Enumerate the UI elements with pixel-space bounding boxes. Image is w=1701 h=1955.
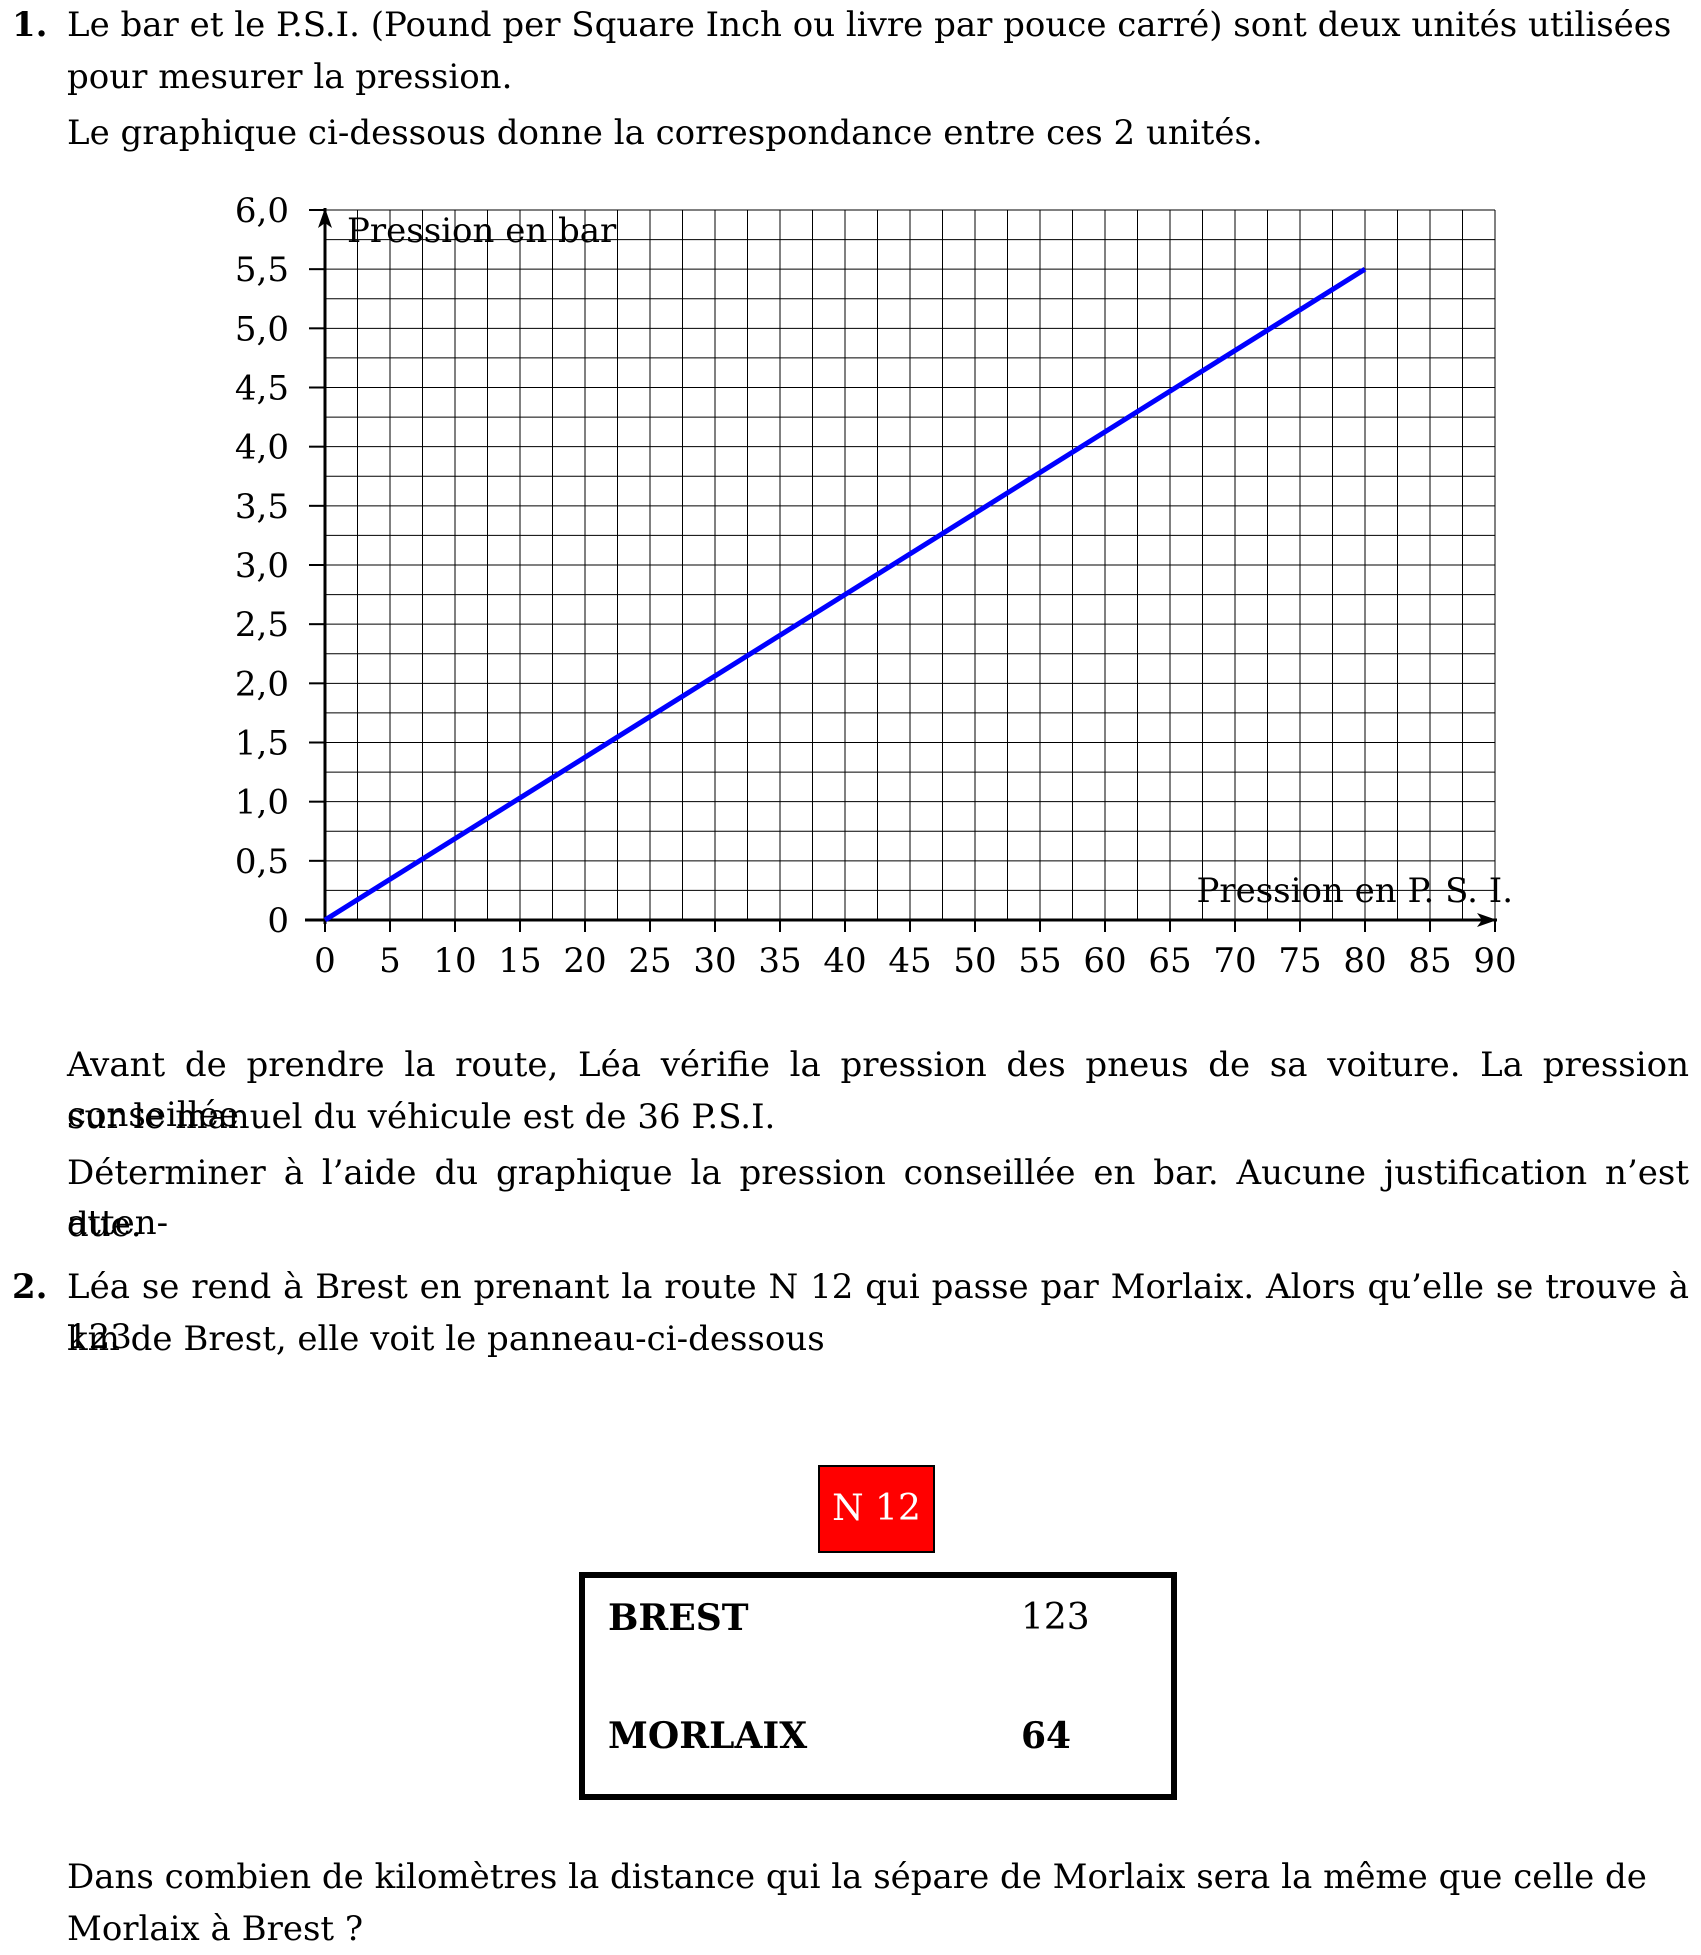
question2-line1: Léa se rend à Brest en prenant la route … bbox=[67, 1267, 1689, 1357]
x-tick-label: 40 bbox=[823, 941, 866, 981]
x-tick-label: 70 bbox=[1213, 941, 1256, 981]
x-tick-label: 80 bbox=[1343, 941, 1386, 981]
x-tick-label: 20 bbox=[563, 941, 606, 981]
y-tick-label: 0,5 bbox=[235, 842, 289, 882]
y-tick-label: 1,0 bbox=[235, 783, 289, 823]
question1-intro-line1: Le bar et le P.S.I. (Pound per Square In… bbox=[67, 5, 1672, 45]
x-tick-label: 85 bbox=[1408, 941, 1451, 981]
y-tick-label: 0 bbox=[267, 901, 289, 941]
pressure-chart: 0 5 10 15 20 25 30 35 40 45 50 55 60 65 70 75 80 85 90 0 0,5… bbox=[235, 191, 1517, 981]
y-tick-label: 3,0 bbox=[235, 546, 289, 586]
question2-question-line1: Dans combien de kilomètres la distance q… bbox=[67, 1857, 1647, 1897]
x-tick-label: 35 bbox=[758, 941, 801, 981]
x-tick-label: 55 bbox=[1018, 941, 1061, 981]
y-tick-label: 3,5 bbox=[235, 487, 289, 527]
y-tick-label: 5,5 bbox=[235, 250, 289, 290]
series-line-bar-vs-psi bbox=[323, 267, 1367, 923]
x-tick-label: 60 bbox=[1083, 941, 1126, 981]
chart-series bbox=[323, 267, 1367, 923]
x-axis-arrow bbox=[1477, 913, 1497, 927]
question2-question-line2: Morlaix à Brest ? bbox=[67, 1909, 364, 1949]
x-tick-label: 90 bbox=[1473, 941, 1516, 981]
question-number-2: 2. bbox=[12, 1267, 48, 1307]
question1-intro-line3: Le graphique ci-dessous donne la corresp… bbox=[67, 113, 1263, 153]
y-axis-label: Pression en bar bbox=[347, 211, 617, 251]
x-axis-label: Pression en P. S. I. bbox=[1196, 871, 1513, 911]
question-number-1: 1. bbox=[12, 5, 48, 45]
x-tick-label: 50 bbox=[953, 941, 996, 981]
y-tick-label: 6,0 bbox=[235, 191, 289, 231]
y-tick-label: 1,5 bbox=[235, 724, 289, 764]
y-tick-label: 4,0 bbox=[235, 428, 289, 468]
x-tick-label: 30 bbox=[693, 941, 736, 981]
x-tick-label: 25 bbox=[628, 941, 671, 981]
y-axis-arrow bbox=[318, 208, 332, 228]
question1-context-line1: Avant de prendre la route, Léa vérifie l… bbox=[67, 1045, 1689, 1135]
chart-grid bbox=[324, 209, 1496, 921]
question1-task-line1: Déterminer à l’aide du graphique la pres… bbox=[67, 1153, 1689, 1243]
y-tick-label: 2,0 bbox=[235, 664, 289, 704]
question1-task-line2: due. bbox=[67, 1205, 142, 1245]
chart-ticks: 0 5 10 15 20 25 30 35 40 45 50 55 60 65 70 75 80 85 90 0 0,5… bbox=[235, 191, 1517, 981]
y-tick-label: 2,5 bbox=[235, 605, 289, 645]
direction-sign-panel: BREST 123 MORLAIX 64 bbox=[579, 1572, 1177, 1800]
sign-city-brest: BREST bbox=[608, 1597, 749, 1639]
x-tick-label: 45 bbox=[888, 941, 931, 981]
x-tick-label: 0 bbox=[314, 941, 336, 981]
x-tick-label: 5 bbox=[379, 941, 401, 981]
question1-context-line2: sur le manuel du véhicule est de 36 P.S.… bbox=[67, 1097, 776, 1137]
y-tick-label: 4,5 bbox=[235, 369, 289, 409]
x-tick-label: 65 bbox=[1148, 941, 1191, 981]
x-tick-label: 75 bbox=[1278, 941, 1321, 981]
sign-distance-morlaix: 64 bbox=[1021, 1715, 1072, 1757]
question2-line2: km de Brest, elle voit le panneau-ci-des… bbox=[67, 1319, 825, 1359]
y-tick-label: 5,0 bbox=[235, 309, 289, 349]
route-sign-n12: N 12 bbox=[818, 1465, 935, 1553]
x-tick-label: 15 bbox=[498, 941, 541, 981]
x-tick-label: 10 bbox=[433, 941, 476, 981]
sign-distance-brest: 123 bbox=[1021, 1597, 1090, 1638]
question1-intro-line2: pour mesurer la pression. bbox=[67, 57, 513, 97]
sign-city-morlaix: MORLAIX bbox=[608, 1715, 808, 1757]
